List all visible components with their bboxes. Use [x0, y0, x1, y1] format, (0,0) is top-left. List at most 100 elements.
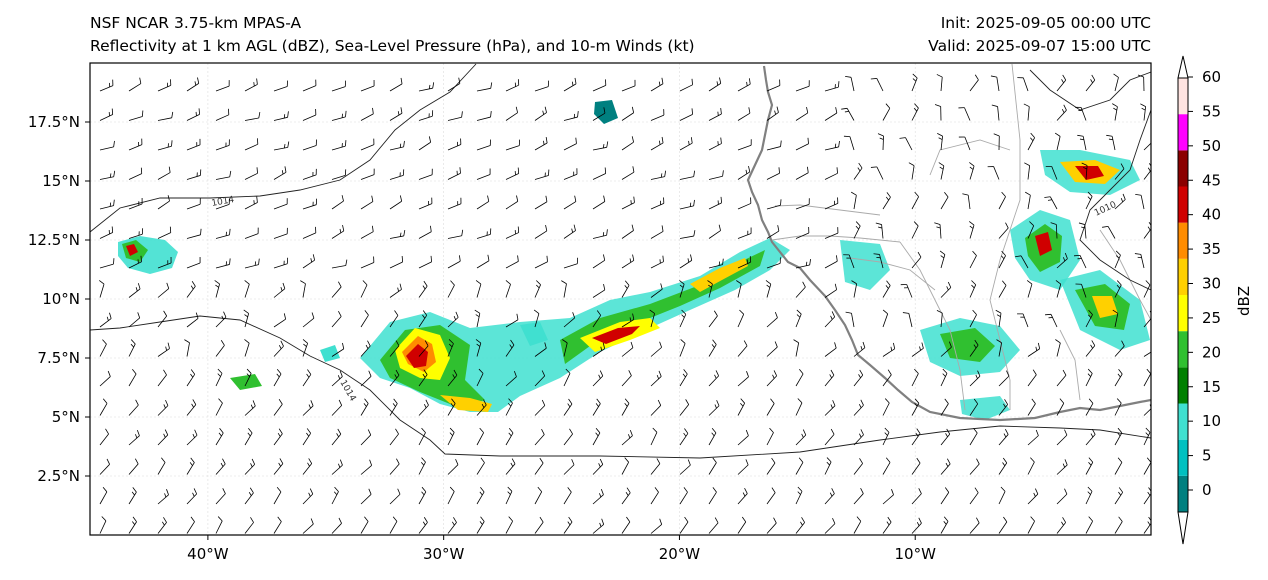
wind-barb [99, 458, 110, 475]
wind-barb [679, 199, 695, 210]
wind-barb [795, 198, 810, 210]
wind-barb [273, 166, 287, 180]
colorbar-swatch-5 [1178, 295, 1188, 332]
wind-barb [128, 167, 143, 180]
wind-barb [302, 226, 317, 239]
wind-barb [1073, 254, 1087, 269]
wind-barb [592, 488, 604, 505]
wind-barb [157, 342, 170, 357]
wind-barb [418, 486, 427, 505]
wind-barb [737, 459, 749, 475]
wind-barb [215, 340, 225, 357]
wind-barb [331, 428, 342, 446]
wind-barb [1112, 103, 1118, 121]
wind-barb [302, 168, 317, 180]
wind-barb [737, 340, 748, 357]
wind-barb [561, 280, 567, 298]
wind-barb [331, 80, 346, 92]
wind-barb [708, 517, 719, 534]
wind-barb [389, 428, 399, 446]
wind-barb [708, 77, 722, 92]
wind-barb [940, 368, 948, 387]
wind-barb [650, 77, 664, 92]
wind-barb [273, 80, 288, 92]
wind-barb [157, 310, 168, 328]
wind-barb [244, 487, 254, 505]
wind-barb [244, 196, 258, 210]
wind-barb [186, 138, 201, 151]
reflectivity-colorbar: 0 5 10 15 20 25 30 35 40 45 50 55 60 dBZ [1177, 55, 1253, 545]
wind-barb [766, 311, 778, 328]
wind-barb [996, 339, 1003, 357]
wind-barb [447, 427, 455, 446]
wind-barb [534, 342, 547, 357]
wind-barb [476, 427, 484, 446]
wind-barb [1044, 196, 1058, 210]
wind-barb [302, 369, 312, 387]
wind-barb [795, 166, 809, 180]
wind-barb [824, 428, 835, 446]
wind-barb [331, 517, 342, 534]
wind-barb [962, 193, 971, 210]
wind-barb [737, 227, 752, 239]
wind-barb [563, 459, 575, 475]
wind-barb [911, 342, 924, 357]
wind-barb [215, 458, 226, 475]
wind-barb [795, 486, 803, 505]
wind-barb [1114, 487, 1124, 505]
wind-barb [302, 139, 317, 151]
wind-barb [128, 429, 140, 446]
wind-barb [592, 310, 602, 328]
wind-barb [186, 488, 198, 505]
wind-barb [99, 398, 108, 416]
wind-barb [845, 76, 855, 92]
wind-barb [621, 429, 633, 446]
wind-barb [1015, 255, 1029, 269]
colorbar-tick-label: 0 [1202, 481, 1212, 499]
colorbar-swatch-4 [1178, 331, 1188, 368]
wind-barb [1027, 488, 1039, 505]
wind-barb [650, 170, 667, 180]
wind-barb [882, 489, 894, 505]
isobars [90, 63, 1151, 459]
wind-barb [99, 428, 109, 446]
wind-barb [505, 167, 520, 180]
wind-barb [1023, 103, 1030, 121]
wind-barb [418, 340, 429, 357]
wind-barb [534, 255, 548, 269]
wind-barb [679, 78, 693, 92]
wind-barb [679, 108, 693, 121]
wind-barb [447, 255, 461, 269]
wind-barb [476, 228, 492, 239]
wind-barb [850, 191, 857, 210]
wind-barb [824, 167, 838, 180]
wind-barb [389, 195, 403, 210]
wind-barb [157, 256, 172, 269]
wind-barb [969, 370, 981, 387]
eastern-convection-2-peak [1035, 232, 1052, 256]
wind-barb [911, 103, 919, 121]
wind-barb [418, 280, 428, 298]
storm-cell-west-peak [126, 244, 138, 256]
wind-barb [360, 79, 375, 92]
wind-barb [99, 486, 108, 505]
wind-barb [447, 77, 461, 92]
wind-barb [474, 309, 481, 328]
wind-barb [389, 458, 400, 475]
wind-barb [1114, 250, 1121, 269]
wind-barb [244, 280, 250, 298]
colorbar-swatch-0 [1178, 475, 1188, 512]
wind-barb [360, 168, 375, 180]
wind-barb [882, 192, 891, 210]
wind-barb [505, 370, 517, 387]
wind-barb [737, 398, 745, 416]
wind-barb [99, 312, 112, 328]
wind-barb [736, 280, 742, 298]
eastern-convection-6 [960, 396, 1010, 420]
wind-barb [533, 309, 540, 328]
wind-barb [302, 458, 313, 475]
wind-barb [592, 458, 604, 475]
wind-barb [505, 139, 520, 151]
wind-barb [650, 109, 665, 121]
wind-barb [621, 313, 635, 328]
